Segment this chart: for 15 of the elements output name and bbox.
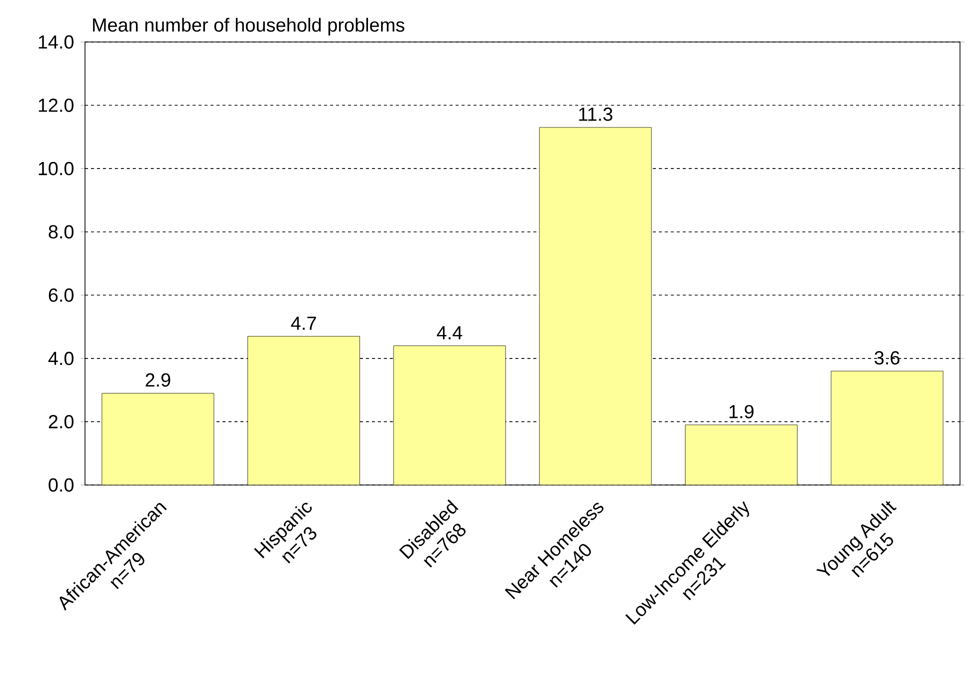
y-tick-label: 8.0 (48, 225, 74, 239)
y-axis-title: Mean number of household problems (93, 18, 404, 36)
data-label: 3.6 (874, 351, 900, 365)
y-tick-label: 6.0 (48, 288, 74, 302)
data-label: 1.9 (730, 404, 754, 418)
y-tick-label: 0.0 (48, 478, 74, 492)
y-tick-label: 14.0 (38, 35, 74, 49)
data-label: 4.4 (436, 326, 462, 340)
y-tick-label: 2.0 (48, 414, 74, 428)
data-label: 4.7 (291, 316, 316, 330)
y-tick-label: 10.0 (38, 162, 74, 176)
data-label: 11.3 (579, 108, 612, 121)
data-label: 2.9 (146, 373, 170, 387)
y-tick-label: 4.0 (48, 352, 74, 366)
y-tick-label: 12.0 (38, 98, 74, 112)
